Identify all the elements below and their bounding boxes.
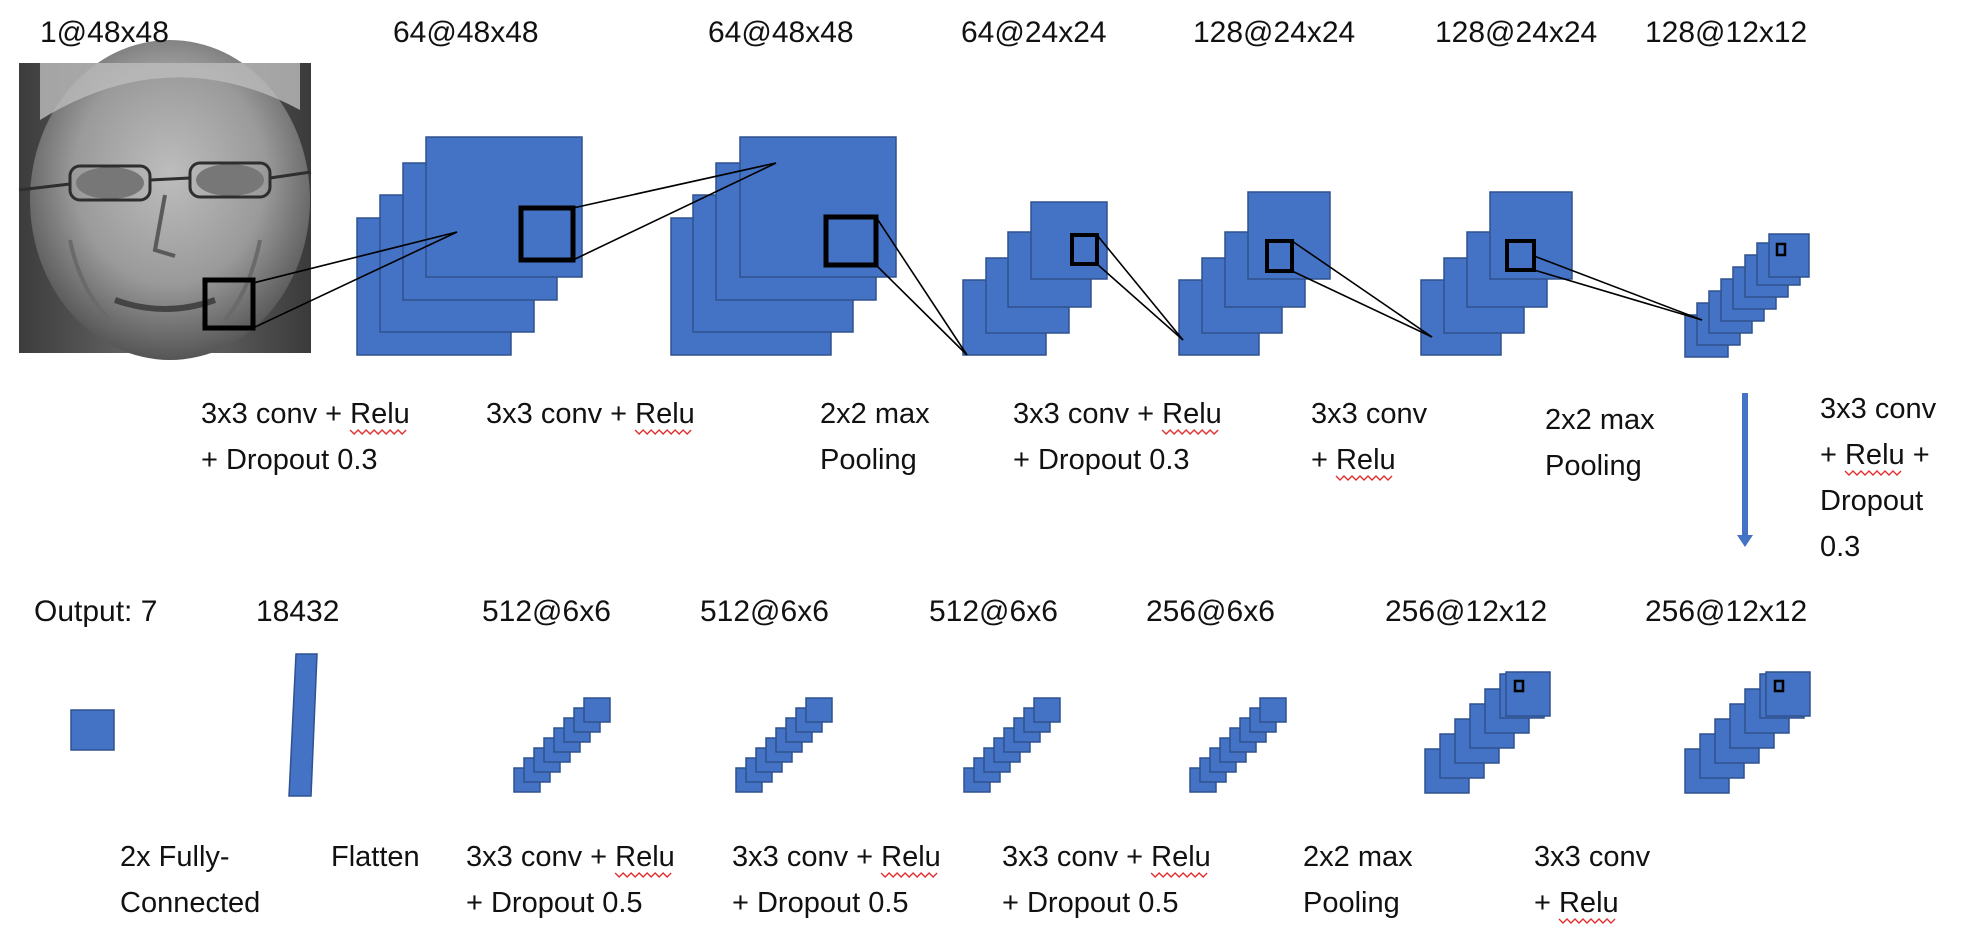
operation-label-line: Pooling xyxy=(1303,887,1400,919)
kernel-window xyxy=(1265,239,1294,273)
kernel-window xyxy=(823,214,879,268)
dimension-label: 128@24x24 xyxy=(1435,16,1597,49)
operation-label-line: Flatten xyxy=(331,841,420,873)
layer-stack-conv-input xyxy=(1684,671,1811,794)
operation-label-line: + Dropout 0.5 xyxy=(1002,887,1179,919)
operation-label-line: + Dropout 0.5 xyxy=(732,887,909,919)
top-connector-lines xyxy=(252,162,1703,356)
dimension-label: 64@48x48 xyxy=(708,16,854,49)
dimension-label: 256@12x12 xyxy=(1385,595,1547,628)
spellcheck-underline xyxy=(1558,918,1616,924)
operation-label-line: Pooling xyxy=(820,444,917,476)
spellcheck-underline xyxy=(1844,470,1902,476)
spellcheck-underline xyxy=(634,429,692,435)
bottom-operation-labels: 2x Fully- Connected Flatten 3x3 conv + Relu… xyxy=(120,841,1651,924)
layer-stack-conv2 xyxy=(670,136,897,356)
dimension-label: 512@6x6 xyxy=(482,595,611,628)
spellcheck-underline xyxy=(349,429,407,435)
operation-label-line: 3x3 conv xyxy=(1311,398,1428,430)
layer-stack-6x6 xyxy=(513,697,611,793)
layer-stack-6x6 xyxy=(735,697,833,793)
kernel-window xyxy=(1513,679,1525,693)
connector-label-line: 3x3 conv xyxy=(1820,393,1937,425)
dimension-label: Output: 7 xyxy=(34,595,157,628)
layer-stack-pool2 xyxy=(1684,233,1810,358)
dimension-label: 128@12x12 xyxy=(1645,16,1807,49)
dimension-label: 64@48x48 xyxy=(393,16,539,49)
operation-label-line: + Relu xyxy=(1311,444,1396,476)
layer-stack-pool-input xyxy=(1424,671,1551,794)
layer-stack-conv4 xyxy=(1420,191,1573,356)
bottom-dimension-labels: Output: 7 18432 512@6x6 512@6x6 512@6x6 256@6… xyxy=(34,595,1807,628)
operation-label-line: 2x2 max xyxy=(1545,404,1655,436)
layer-stack-conv1 xyxy=(356,136,583,356)
output-node xyxy=(70,709,115,751)
operation-label-line: 3x3 conv + Relu xyxy=(1013,398,1222,430)
kernel-window xyxy=(1773,679,1785,693)
input-image xyxy=(18,40,312,360)
operation-label-line: 3x3 conv xyxy=(1534,841,1651,873)
operation-label-line: 2x2 max xyxy=(820,398,930,430)
spellcheck-underline xyxy=(614,872,672,878)
operation-label-line: 2x2 max xyxy=(1303,841,1413,873)
dimension-label: 512@6x6 xyxy=(700,595,829,628)
operation-label-line: 3x3 conv + Relu xyxy=(732,841,941,873)
kernel-window xyxy=(1070,233,1099,266)
flatten-vector xyxy=(288,653,318,797)
top-dimension-labels: 1@48x48 64@48x48 64@48x48 64@24x24 128@24x24… xyxy=(40,16,1807,49)
dimension-label: 128@24x24 xyxy=(1193,16,1355,49)
layer-stack-6x6 xyxy=(1189,697,1287,793)
kernel-window xyxy=(1505,239,1536,272)
spellcheck-underline xyxy=(1150,872,1208,878)
operation-label-line: 3x3 conv + Relu xyxy=(201,398,410,430)
top-operation-labels: 3x3 conv + Relu + Dropout 0.3 3x3 conv + R… xyxy=(201,398,1655,482)
dimension-label: 512@6x6 xyxy=(929,595,1058,628)
down-arrow xyxy=(1737,393,1753,547)
operation-label-line: 2x Fully- xyxy=(120,841,230,873)
operation-label-line: Pooling xyxy=(1545,450,1642,482)
operation-label-line: + Dropout 0.3 xyxy=(1013,444,1190,476)
dimension-label: 256@12x12 xyxy=(1645,595,1807,628)
operation-label-line: Connected xyxy=(120,887,260,919)
dimension-label: 64@24x24 xyxy=(961,16,1107,49)
connector-label-line: + Relu + xyxy=(1820,439,1930,471)
layer-stack-conv3 xyxy=(1178,191,1331,356)
operation-label-line: + Dropout 0.3 xyxy=(201,444,378,476)
receptive-field-window xyxy=(202,277,256,331)
layer-stack-pool1 xyxy=(962,201,1108,356)
operation-label-line: 3x3 conv + Relu xyxy=(1002,841,1211,873)
operation-label-line: 3x3 conv + Relu xyxy=(486,398,695,430)
connector-label-line: Dropout xyxy=(1820,485,1923,517)
spellcheck-underline xyxy=(1161,429,1219,435)
deep-layer-stacks xyxy=(513,697,1287,793)
connector-label-line: 0.3 xyxy=(1820,531,1860,563)
connector-operation-label: 3x3 conv + Relu + Dropout 0.3 xyxy=(1820,393,1937,563)
dimension-label: 1@48x48 xyxy=(40,16,169,49)
operation-label-line: + Dropout 0.5 xyxy=(466,887,643,919)
dimension-label: 256@6x6 xyxy=(1146,595,1275,628)
layer-stack-6x6 xyxy=(963,697,1061,793)
operation-label-line: + Relu xyxy=(1534,887,1619,919)
operation-label-line: 3x3 conv + Relu xyxy=(466,841,675,873)
dimension-label: 18432 xyxy=(256,595,339,628)
spellcheck-underline xyxy=(880,872,938,878)
spellcheck-underline xyxy=(1335,475,1393,481)
kernel-window xyxy=(518,205,576,263)
kernel-window xyxy=(1775,242,1787,257)
